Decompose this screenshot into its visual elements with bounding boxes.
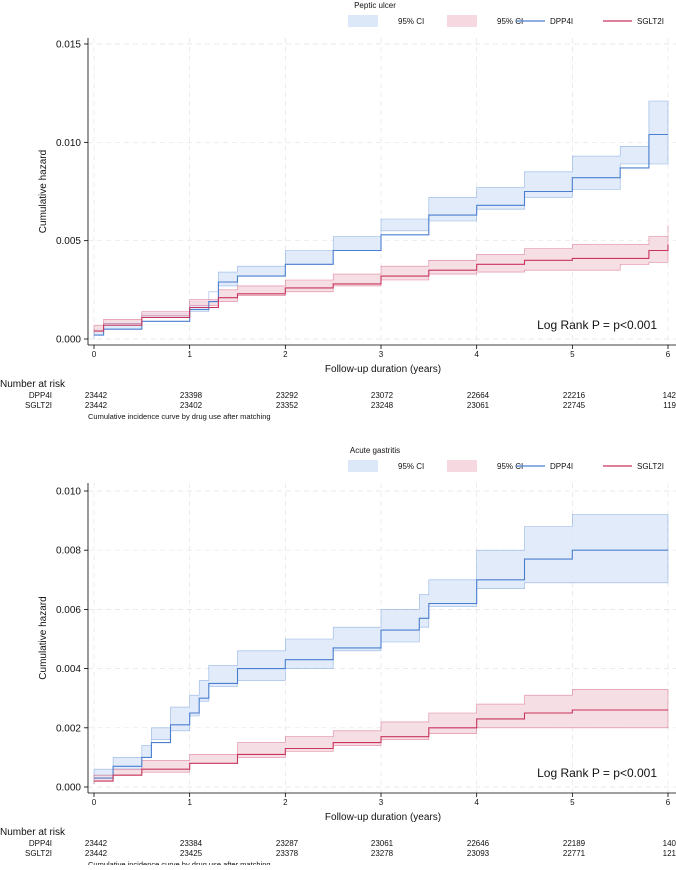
- y-tick-label: 0.015: [56, 40, 81, 51]
- legend-swatch-dpp4i-ci: [348, 460, 378, 472]
- legend-swatch-dpp4i-ci: [348, 15, 378, 27]
- y-tick-label: 0.002: [56, 723, 81, 734]
- caption: Cumulative incidence curve by drug use a…: [88, 412, 271, 421]
- x-tick-label: 2: [283, 798, 288, 807]
- legend-label-sglt2i-ci: 95% CI: [497, 462, 523, 471]
- ci-band-dpp4i: [93, 514, 669, 784]
- risk-row-label: DPP4I: [29, 839, 52, 848]
- x-tick-label: 6: [666, 350, 671, 359]
- risk-cell: 23442: [85, 391, 108, 400]
- legend: 95% CI 95% CI DPP4I SGLT2I: [348, 460, 664, 472]
- y-tick-label: 0.004: [56, 664, 81, 675]
- y-tick-label: 0.005: [56, 236, 81, 247]
- risk-cell: 23398: [180, 391, 203, 400]
- risk-cell: 23248: [371, 401, 394, 410]
- risk-cell: 22664: [467, 391, 490, 400]
- x-tick-label: 4: [474, 798, 479, 807]
- legend-label-dpp4i-ci: 95% CI: [398, 17, 424, 26]
- x-tick-label: 5: [570, 350, 575, 359]
- risk-table-header: Number at risk: [0, 827, 66, 838]
- risk-cell: 119: [663, 401, 676, 410]
- y-axis-label: Cumulative hazard: [38, 150, 49, 233]
- legend-swatch-sglt2i-ci: [447, 460, 477, 472]
- y-tick-label: 0.010: [56, 487, 81, 498]
- series-line-dpp4i: [94, 549, 668, 779]
- risk-cell: 22745: [563, 401, 586, 410]
- risk-cell: 23278: [371, 849, 394, 858]
- x-axis-label: Follow-up duration (years): [325, 812, 441, 823]
- legend-label-dpp4i-ci: 95% CI: [398, 462, 424, 471]
- y-tick-label: 0.010: [56, 138, 81, 149]
- x-tick-label: 6: [666, 798, 671, 807]
- risk-cell: 23442: [85, 401, 108, 410]
- x-tick-label: 3: [379, 350, 384, 359]
- risk-cell: 23061: [467, 401, 490, 410]
- risk-row-label: SGLT2I: [25, 849, 52, 858]
- risk-cell: 23292: [276, 391, 299, 400]
- risk-cell: 140: [663, 839, 676, 848]
- y-axis-label: Cumulative hazard: [38, 596, 49, 679]
- x-tick-label: 0: [92, 798, 97, 807]
- x-tick-label: 2: [283, 350, 288, 359]
- legend-label-dpp4i: DPP4I: [550, 17, 573, 26]
- x-tick-label: 5: [570, 798, 575, 807]
- risk-cell: 23287: [276, 839, 299, 848]
- risk-cell: 23384: [180, 839, 203, 848]
- risk-cell: 23093: [467, 849, 490, 858]
- log-rank-annotation: Log Rank P = p<0.001: [537, 318, 657, 332]
- risk-cell: 23061: [371, 839, 394, 848]
- risk-cell: 142: [663, 391, 676, 400]
- x-tick-label: 1: [187, 350, 192, 359]
- risk-cell: 22646: [467, 839, 490, 848]
- risk-cell: 23442: [85, 849, 108, 858]
- legend-swatch-sglt2i-ci: [447, 15, 477, 27]
- risk-cell: 22771: [563, 849, 586, 858]
- risk-cell: 23425: [180, 849, 203, 858]
- series-line-sglt2i: [94, 244, 669, 332]
- y-tick-label: 0.000: [56, 335, 81, 346]
- risk-row-label: DPP4I: [29, 391, 52, 400]
- chart-title: Acute gastritis: [350, 446, 400, 455]
- x-tick-label: 4: [474, 350, 479, 359]
- x-tick-label: 1: [187, 798, 192, 807]
- risk-cell: 23072: [371, 391, 394, 400]
- legend-label-sglt2i: SGLT2I: [637, 17, 664, 26]
- risk-cell: 23402: [180, 401, 203, 410]
- y-tick-label: 0.008: [56, 546, 81, 557]
- y-tick-label: 0.006: [56, 605, 81, 616]
- legend: 95% CI 95% CI DPP4I SGLT2I: [348, 15, 664, 27]
- risk-cell: 22216: [563, 391, 586, 400]
- y-tick-label: 0.000: [56, 783, 81, 794]
- caption: Cumulative incidence curve by drug use a…: [88, 860, 271, 865]
- x-tick-label: 3: [379, 798, 384, 807]
- x-tick-label: 0: [92, 350, 97, 359]
- risk-cell: 23378: [276, 849, 299, 858]
- log-rank-annotation: Log Rank P = p<0.001: [537, 766, 657, 780]
- legend-label-sglt2i: SGLT2I: [637, 462, 664, 471]
- series-line-sglt2i: [94, 709, 668, 782]
- x-axis-label: Follow-up duration (years): [325, 364, 441, 375]
- risk-cell: 23352: [276, 401, 299, 410]
- risk-cell: 121: [663, 849, 676, 858]
- risk-cell: 23442: [85, 839, 108, 848]
- risk-cell: 22189: [563, 839, 586, 848]
- risk-table-header: Number at risk: [0, 379, 66, 390]
- legend-label-dpp4i: DPP4I: [550, 462, 573, 471]
- risk-row-label: SGLT2I: [25, 401, 52, 410]
- chart-title: Peptic ulcer: [354, 1, 396, 10]
- legend-label-sglt2i-ci: 95% CI: [497, 17, 523, 26]
- series-line-dpp4i: [94, 133, 668, 336]
